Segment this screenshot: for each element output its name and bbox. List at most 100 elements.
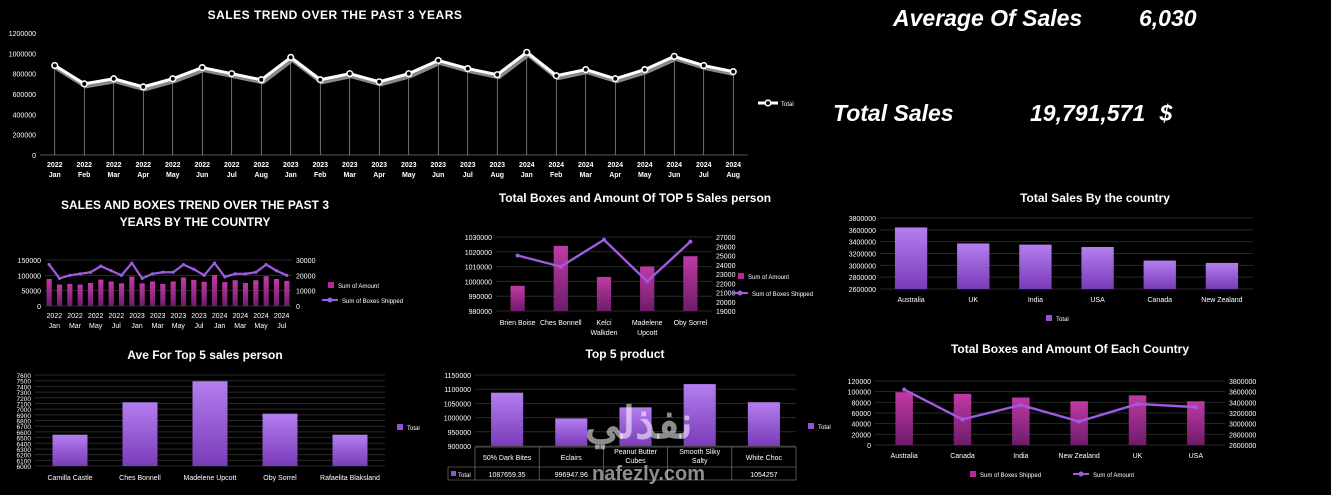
country-trend-bar — [222, 282, 228, 306]
country-trend-point — [130, 261, 134, 265]
trend-x-year: 2022 — [76, 162, 92, 169]
country-trend-bar — [149, 281, 156, 306]
country-trend-point — [285, 273, 289, 277]
ave-top5-y-tick: 7000 — [17, 407, 32, 414]
trend-x-year: 2024 — [637, 162, 653, 169]
country-trend-x-year: 2022 — [88, 313, 104, 320]
trend-point — [464, 64, 472, 73]
top5-product-y-tick: 1050000 — [444, 401, 471, 408]
top5-boxes-bar — [510, 285, 525, 311]
top5-boxes-line — [517, 238, 692, 284]
top5-product-y-tick: 1000000 — [444, 416, 471, 423]
country-sales-y-tick: 2800000 — [849, 275, 876, 282]
trend-x-month: Mar — [344, 172, 357, 179]
country-trend-point — [274, 269, 279, 273]
country-trend-point — [181, 263, 186, 267]
top5-boxes-y-right-tick: 20000 — [716, 300, 736, 307]
top5-boxes-point — [645, 279, 650, 284]
trend-x-year: 2024 — [666, 162, 682, 169]
country-sales-bar — [894, 227, 928, 289]
country-sales-chart-title: Total Sales By the country — [1020, 191, 1170, 205]
country-boxes-legend-boxes-label: Sum of Boxes Shipped — [980, 473, 1041, 479]
country-trend-y-left-tick: 50000 — [22, 289, 42, 296]
ave-top5-y-tick: 6100 — [17, 458, 32, 465]
country-trend-bar — [211, 275, 218, 306]
country-boxes-line — [903, 388, 1196, 423]
ave-top5-x-label: Oby Sorrel — [263, 475, 297, 482]
top5-product-y-tick: 1100000 — [444, 387, 471, 394]
trend-point — [228, 70, 236, 78]
top5-product-y-tick: 1150000 — [444, 373, 471, 380]
total-sales-value: 19,791,571 $ — [1030, 100, 1172, 127]
country-boxes-y-left-tick: 20000 — [852, 432, 872, 439]
country-trend-x-year: 2024 — [212, 313, 228, 320]
top5-boxes-chart: Total Boxes and Amount Of TOP 5 Sales pe… — [430, 185, 840, 345]
top5-product-y-tick: 950000 — [448, 430, 471, 437]
country-trend-x-year: 2023 — [129, 313, 145, 320]
country-trend-x-month: Jul — [195, 323, 204, 330]
ave-top5-bar — [192, 381, 228, 466]
top5-boxes-y-right-tick: 27000 — [716, 235, 736, 242]
trend-point — [641, 65, 649, 74]
trend-x-year: 2024 — [725, 162, 741, 169]
country-trend-bar — [284, 280, 290, 306]
country-sales-x-label: USA — [1090, 297, 1105, 304]
country-trend-x-month: Jan — [131, 323, 142, 330]
top5-product-legend-swatch — [808, 423, 814, 429]
trend-x-month: Aug — [254, 172, 268, 179]
country-sales-y-tick: 3400000 — [849, 240, 876, 247]
top5-product-legend-label: Total — [818, 425, 831, 431]
top5-boxes-point — [558, 264, 563, 269]
country-boxes-y-right-tick: 3400000 — [1229, 400, 1256, 407]
country-trend-bar — [242, 283, 249, 306]
trend-x-month: Aug — [726, 172, 740, 179]
country-sales-y-tick: 2600000 — [849, 287, 876, 294]
trend-point — [611, 75, 619, 83]
trend-line — [53, 50, 734, 89]
watermark-arabic: نفذلي — [585, 399, 693, 448]
trend-x-year: 2023 — [342, 162, 358, 169]
trend-x-month: Jun — [668, 172, 680, 179]
country-trend-bar — [108, 281, 114, 306]
country-trend-point — [161, 270, 165, 274]
trend-x-month: Jul — [227, 172, 237, 179]
top5-product-table-value: 1054257 — [750, 472, 777, 479]
country-trend-point — [119, 273, 124, 277]
trend-x-month: May — [638, 172, 652, 179]
trend-point — [405, 70, 413, 78]
country-boxes-point — [902, 387, 907, 392]
top5-boxes-x-label: Ches Bonnell — [540, 320, 582, 327]
trend-point — [434, 56, 442, 65]
top5-boxes-y-left-tick: 1020000 — [465, 250, 492, 257]
ave-top5-legend-label: Total — [407, 426, 420, 432]
ave-top5-y-tick: 7600 — [17, 373, 32, 380]
trend-x-month: Apr — [137, 172, 149, 179]
top5-boxes-y-right-tick: 19000 — [716, 309, 736, 316]
country-trend-point — [171, 270, 175, 274]
country-boxes-legend-boxes-swatch — [970, 471, 976, 477]
top5-boxes-y-left-tick: 1000000 — [465, 279, 492, 286]
trend-x-year: 2022 — [194, 162, 210, 169]
trend-x-month: Feb — [550, 172, 562, 179]
country-trend-legend-amount-swatch — [328, 282, 334, 288]
country-boxes-point — [1193, 405, 1198, 410]
ave-top5-y-tick: 7400 — [17, 384, 32, 391]
country-trend-bar — [129, 276, 135, 306]
country-trend-bar — [273, 279, 280, 306]
trend-point — [287, 53, 295, 62]
top5-product-bar — [683, 384, 716, 446]
country-boxes-y-left-tick: 80000 — [852, 400, 872, 407]
ave-top5-y-tick: 6800 — [17, 419, 32, 426]
top5-boxes-x-label: Upcott — [637, 330, 657, 337]
country-trend-x-month: May — [254, 323, 268, 330]
top5-boxes-bar — [596, 276, 612, 311]
country-boxes-point — [1135, 401, 1140, 406]
top5-boxes-point — [515, 253, 520, 258]
trend-x-year: 2024 — [607, 162, 623, 169]
ave-top5-y-tick: 6900 — [17, 413, 32, 420]
country-trend-x-month: Jan — [214, 323, 225, 330]
top5-product-y-tick: 900000 — [448, 444, 471, 451]
ave-top5-chart-title: Ave For Top 5 sales person — [127, 348, 283, 362]
country-trend-point — [68, 273, 72, 277]
country-trend-chart-svg: 0 50000 100000 150000 0 10000 20000 30000 2022 Ja… — [18, 258, 403, 330]
